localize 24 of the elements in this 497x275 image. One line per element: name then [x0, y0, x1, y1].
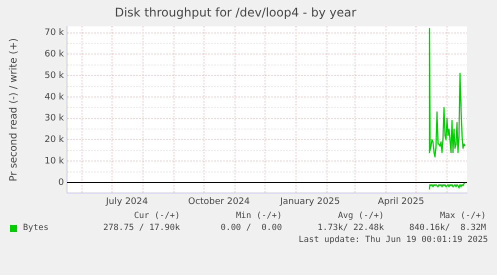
text: 840.16k/ 8.32M	[408, 222, 486, 234]
y-tick-label: 0	[58, 178, 64, 188]
chart-title: Disk throughput for /dev/loop4 - by year	[114, 5, 356, 20]
text: Max (-/+)	[438, 210, 486, 222]
text: Cur (-/+)	[132, 210, 180, 222]
y-axis-title: Pr second read (-) / write (+)	[8, 38, 20, 182]
text: Min (-/+)	[234, 210, 282, 222]
text: 0.00 / 0.00	[220, 222, 282, 234]
x-tick-label: January 2025	[279, 196, 340, 207]
text: Avg (-/+)	[336, 210, 384, 222]
y-tick-label: 10 k	[44, 156, 65, 166]
x-tick-label: April 2025	[378, 196, 424, 207]
y-tick-label: 40 k	[44, 92, 65, 102]
y-tick-label: 50 k	[44, 70, 65, 81]
y-tick-label: 30 k	[44, 114, 65, 124]
y-tick-label: 70 k	[44, 28, 65, 38]
y-tick-label: 20 k	[44, 135, 65, 146]
y-tick-label: 60 k	[44, 50, 65, 60]
text: 1.73k/ 22.48k	[316, 222, 384, 234]
x-tick-label: July 2024	[105, 196, 148, 207]
x-tick-label: October 2024	[188, 196, 250, 207]
text: Last update: Thu Jun 19 00:01:19 2025	[298, 234, 488, 246]
text: 278.75 / 17.90k	[102, 222, 180, 234]
legend-label: Bytes	[23, 222, 49, 234]
